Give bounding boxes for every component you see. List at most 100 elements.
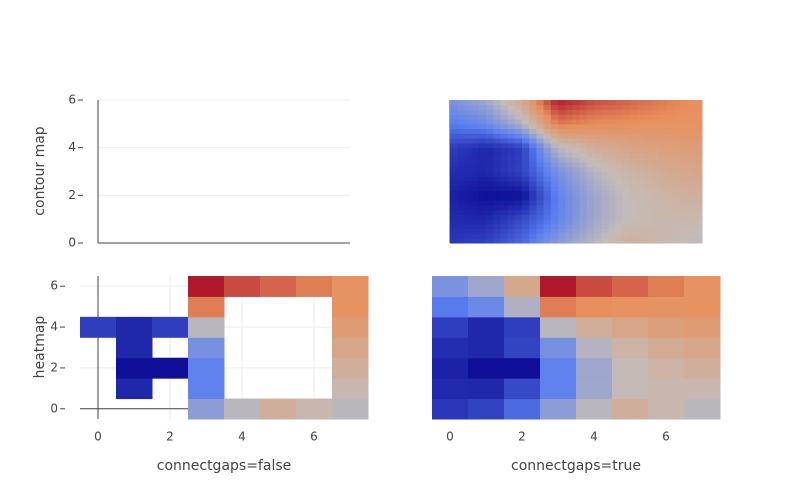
contour-fill xyxy=(586,219,595,225)
contour-fill xyxy=(673,171,681,177)
contour-fill xyxy=(507,204,516,211)
contour-fill xyxy=(457,171,465,177)
contour-fill xyxy=(507,233,516,239)
contour-fill xyxy=(543,209,552,215)
contour-fill xyxy=(673,181,681,187)
contour-fill xyxy=(658,200,667,206)
contour-fill xyxy=(601,128,609,134)
contour-fill xyxy=(536,133,545,139)
contour-fill xyxy=(536,138,545,144)
contour-fill xyxy=(658,214,667,220)
contour-fill xyxy=(579,233,588,239)
heatmap-cell xyxy=(540,296,577,318)
contour-fill xyxy=(500,157,509,163)
contour-fill xyxy=(486,223,494,230)
contour-fill xyxy=(558,204,566,211)
heatmap-cell xyxy=(648,276,685,297)
contour-fill xyxy=(543,142,552,149)
contour-fill xyxy=(658,133,667,139)
contour-fill xyxy=(630,128,638,134)
contour-fill xyxy=(514,171,523,177)
contour-fill xyxy=(651,233,660,239)
contour-fill xyxy=(615,219,624,225)
contour-fill xyxy=(558,219,566,225)
contour-fill xyxy=(630,233,638,239)
heatmap-cell xyxy=(540,276,577,297)
heatmap-cell xyxy=(152,316,189,338)
contour-fill xyxy=(644,128,653,134)
contour-fill xyxy=(687,214,696,220)
contour-fill xyxy=(608,128,617,134)
contour-fill xyxy=(522,119,530,125)
contour-fill xyxy=(615,119,624,125)
contour-fill xyxy=(622,171,631,177)
contour-fill xyxy=(694,214,703,220)
contour-fill xyxy=(486,123,494,130)
contour-fill xyxy=(586,161,595,168)
heatmap-cell xyxy=(504,357,541,379)
contour-fill xyxy=(464,100,473,106)
contour-fill xyxy=(687,123,696,130)
contour-fill xyxy=(637,157,645,163)
contour-fill xyxy=(543,152,552,158)
contour-fill xyxy=(536,214,545,220)
contour-fill xyxy=(450,214,458,220)
contour-fill xyxy=(644,114,653,120)
x-axis-title: connectgaps=true xyxy=(511,458,641,474)
contour-fill xyxy=(450,200,458,206)
contour-fill xyxy=(666,233,674,239)
contour-fill xyxy=(500,185,509,192)
contour-fill xyxy=(500,204,509,211)
contour-fill xyxy=(572,190,581,196)
contour-fill xyxy=(522,104,530,111)
contour-fill xyxy=(457,157,465,163)
contour-fill xyxy=(550,104,559,111)
contour-fill xyxy=(457,176,465,182)
contour-fill xyxy=(529,185,537,192)
contour-fill xyxy=(579,195,588,201)
contour-fill xyxy=(565,190,573,196)
contour-fill xyxy=(471,119,480,125)
contour-fill xyxy=(594,233,602,239)
contour-fill xyxy=(680,147,689,153)
contour-fill xyxy=(694,109,703,115)
contour-fill xyxy=(594,214,602,220)
heatmap-cell xyxy=(296,276,333,297)
contour-fill xyxy=(644,238,653,244)
contour-fill xyxy=(558,238,566,244)
contour-fill xyxy=(666,104,674,111)
contour-fill xyxy=(622,214,631,220)
contour-fill xyxy=(500,233,509,239)
contour-fill xyxy=(579,133,588,139)
contour-fill xyxy=(543,133,552,139)
contour-fill xyxy=(522,209,530,215)
contour-fill xyxy=(594,157,602,163)
contour-fill xyxy=(673,147,681,153)
contour-fill xyxy=(608,181,617,187)
contour-fill xyxy=(615,214,624,220)
contour-fill xyxy=(565,209,573,215)
contour-fill xyxy=(478,138,487,144)
contour-fill xyxy=(500,181,509,187)
contour-fill xyxy=(543,204,552,211)
contour-fill xyxy=(586,223,595,230)
contour-fill xyxy=(687,238,696,244)
contour-fill xyxy=(666,119,674,125)
contour-fill xyxy=(536,238,545,244)
contour-fill xyxy=(536,190,545,196)
contour-fill xyxy=(622,104,631,111)
contour-fill xyxy=(579,223,588,230)
contour-fill xyxy=(680,204,689,211)
contour-fill xyxy=(478,176,487,182)
contour-fill xyxy=(450,209,458,215)
contour-fill xyxy=(536,142,545,149)
contour-fill xyxy=(450,138,458,144)
contour-fill xyxy=(680,209,689,215)
contour-fill xyxy=(464,195,473,201)
contour-fill xyxy=(601,185,609,192)
contour-fill xyxy=(608,104,617,111)
contour-fill xyxy=(666,209,674,215)
contour-fill xyxy=(687,104,696,111)
contour-fill xyxy=(673,104,681,111)
